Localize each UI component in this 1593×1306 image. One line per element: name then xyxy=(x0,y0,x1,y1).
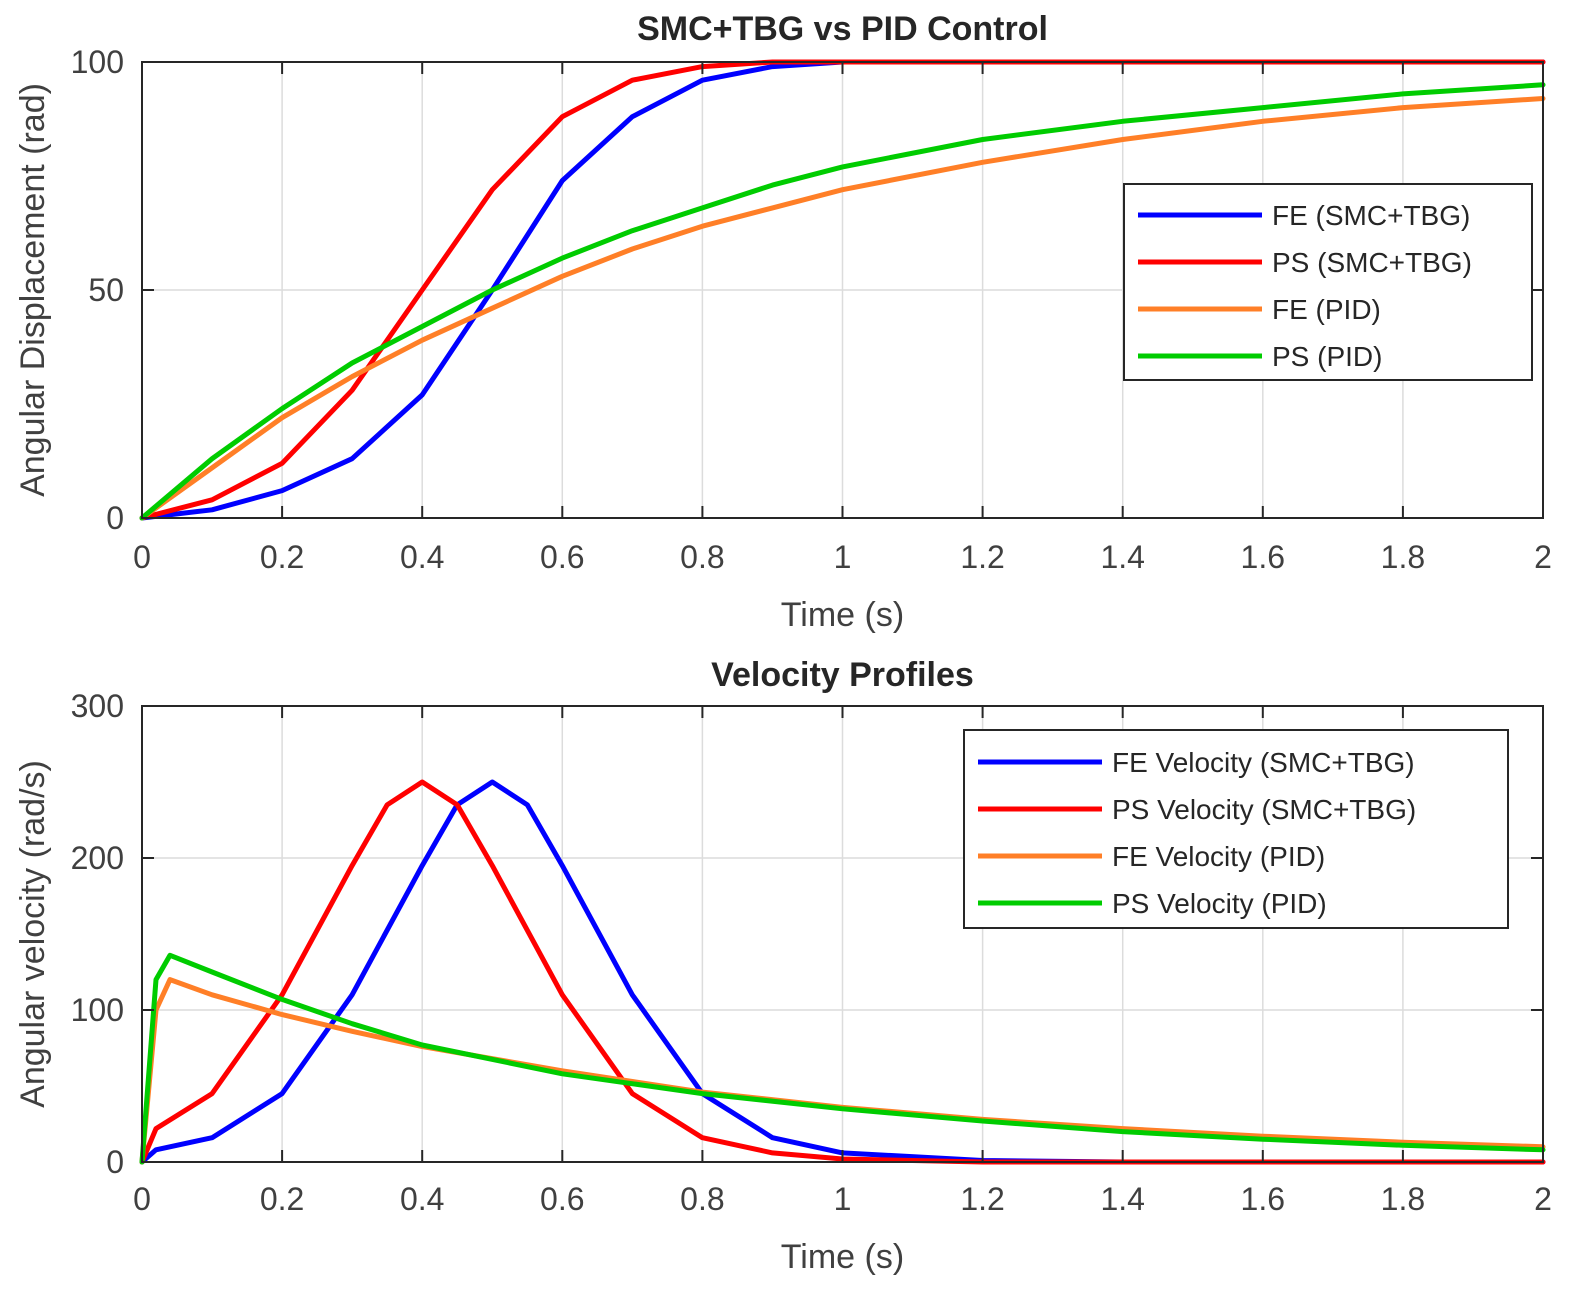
legend-label: FE Velocity (SMC+TBG) xyxy=(1112,747,1415,778)
x-tick-label: 1.8 xyxy=(1381,539,1425,575)
y-tick-label: 200 xyxy=(71,840,124,876)
x-tick-label: 0.2 xyxy=(260,539,304,575)
y-tick-label: 100 xyxy=(71,44,124,80)
x-tick-label: 2 xyxy=(1534,539,1552,575)
x-axis-label: Time (s) xyxy=(781,1238,904,1276)
velocity-chart: 0 0.2 0.4 0.6 0.8 1 1.2 1.4 1.6 1.8 2 0 100 200 300 Vel… xyxy=(14,656,1552,1276)
x-tick-label: 0.4 xyxy=(400,539,444,575)
y-tick-label: 300 xyxy=(71,688,124,724)
x-axis-label: Time (s) xyxy=(781,596,904,634)
x-tick-label: 1 xyxy=(834,1181,852,1217)
legend-label: PS Velocity (SMC+TBG) xyxy=(1112,794,1416,825)
x-tick-label: 1.8 xyxy=(1381,1181,1425,1217)
series-line-ps-velocity-smc-tbg xyxy=(139,779,1546,1165)
series-line-fe-velocity-pid xyxy=(139,977,1546,1165)
displacement-chart: 0 0.2 0.4 0.6 0.8 1 1.2 1.4 1.6 1.8 2 0 50 100 SMC+TBG… xyxy=(14,10,1552,634)
x-tick-label: 2 xyxy=(1534,1181,1552,1217)
x-tick-label: 1.6 xyxy=(1241,1181,1285,1217)
series-line-ps-pid xyxy=(139,82,1546,521)
x-tick-label: 0.2 xyxy=(260,1181,304,1217)
x-tick-label: 1.2 xyxy=(960,1181,1004,1217)
legend-label: FE (PID) xyxy=(1272,294,1381,325)
legend: FE Velocity (SMC+TBG) PS Velocity (SMC+TB… xyxy=(963,729,1509,929)
x-tick-label: 0 xyxy=(133,539,151,575)
legend-label: FE (SMC+TBG) xyxy=(1272,200,1470,231)
x-tick-label: 0.8 xyxy=(680,539,724,575)
y-tick-label: 100 xyxy=(71,992,124,1028)
legend-label: FE Velocity (PID) xyxy=(1112,841,1325,872)
legend-label: PS (PID) xyxy=(1272,341,1382,372)
y-tick-label: 0 xyxy=(106,1144,124,1180)
chart-title: Velocity Profiles xyxy=(711,656,974,694)
legend: FE (SMC+TBG) PS (SMC+TBG) FE (PID) PS (PID) xyxy=(1123,183,1533,381)
x-tick-label: 0.6 xyxy=(540,539,584,575)
x-tick-label: 1.2 xyxy=(960,539,1004,575)
legend-label: PS (SMC+TBG) xyxy=(1272,247,1472,278)
x-tick-label: 1 xyxy=(834,539,852,575)
y-tick-label: 50 xyxy=(88,272,124,308)
y-tick-label: 0 xyxy=(106,500,124,536)
legend-label: PS Velocity (PID) xyxy=(1112,888,1327,919)
x-tick-label: 0 xyxy=(133,1181,151,1217)
series-line-fe-velocity-smc-tbg xyxy=(139,779,1546,1165)
chart-title: SMC+TBG vs PID Control xyxy=(637,10,1048,48)
x-tick-label: 1.4 xyxy=(1100,539,1144,575)
series-line-fe-pid xyxy=(139,96,1546,521)
x-tick-label: 1.6 xyxy=(1241,539,1285,575)
x-tick-label: 0.4 xyxy=(400,1181,444,1217)
x-tick-label: 0.6 xyxy=(540,1181,584,1217)
y-axis-label: Angular velocity (rad/s) xyxy=(14,760,52,1108)
x-tick-label: 0.8 xyxy=(680,1181,724,1217)
y-axis-label: Angular Displacement (rad) xyxy=(14,83,52,497)
x-tick-label: 1.4 xyxy=(1100,1181,1144,1217)
series-line-ps-velocity-pid xyxy=(139,952,1546,1165)
